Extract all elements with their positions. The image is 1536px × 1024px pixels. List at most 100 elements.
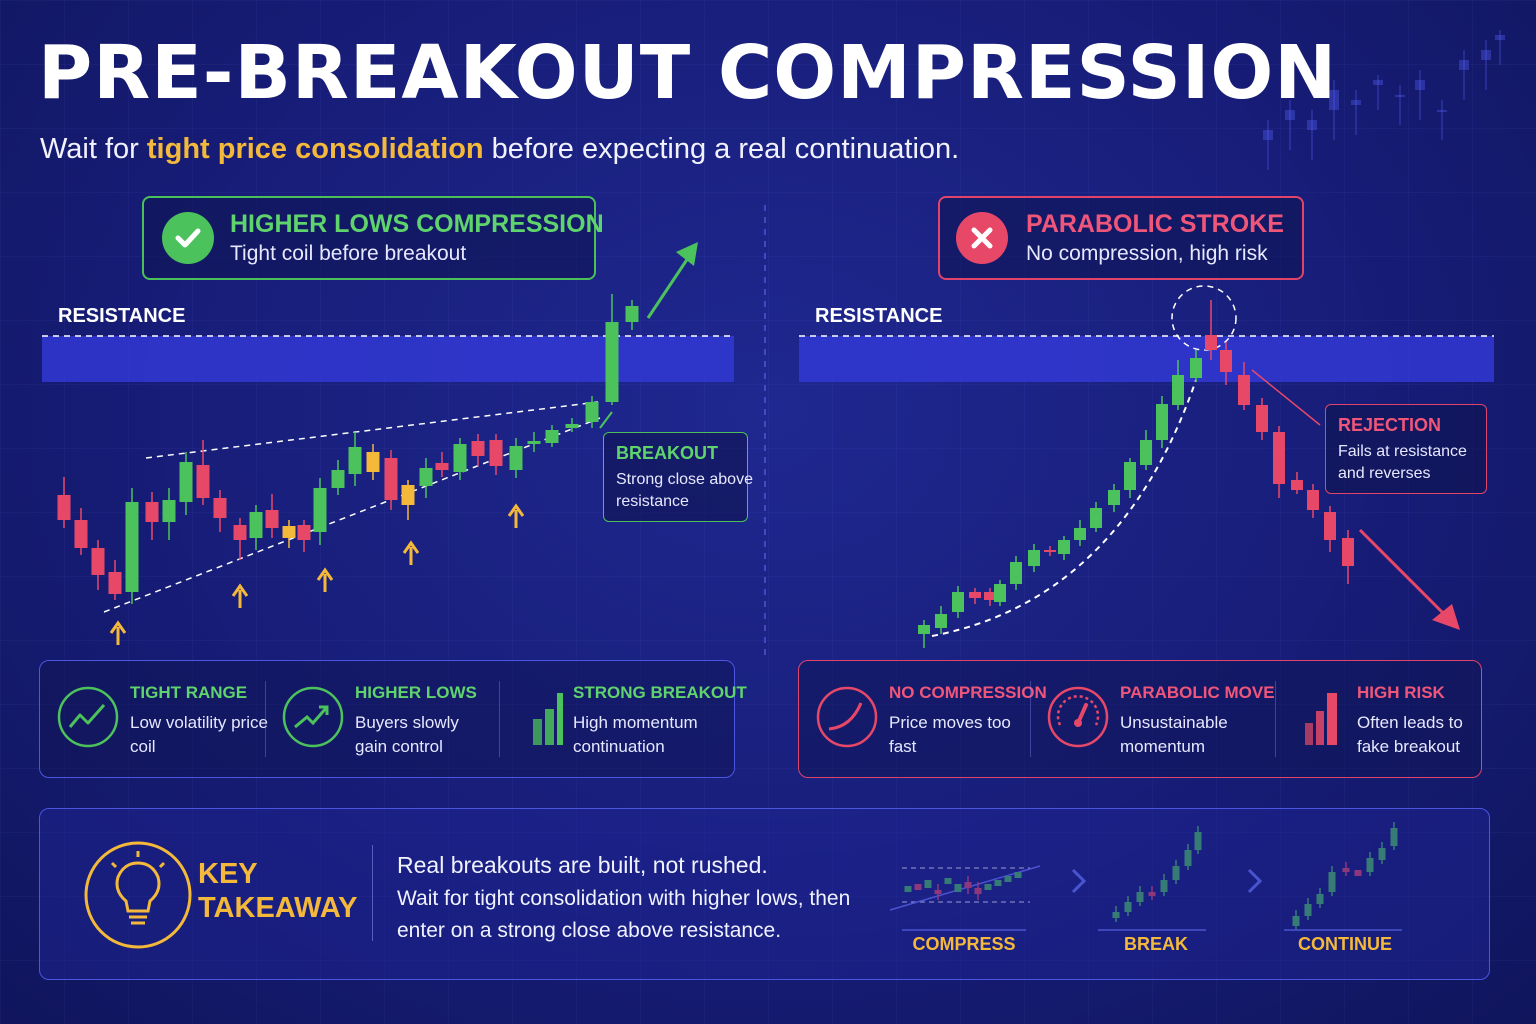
divider <box>1030 681 1031 757</box>
callout-title: BREAKOUT <box>616 443 718 463</box>
candle-left-body <box>401 485 415 505</box>
mini-candle-body <box>1004 876 1012 882</box>
candle-left-body <box>527 441 541 444</box>
candle-left-body <box>366 452 380 472</box>
breakout-pointer <box>599 411 613 429</box>
callout-body: Fails at resistance and reverses <box>1338 443 1467 482</box>
page-subtitle: Wait for tight price consolidation befor… <box>40 133 959 166</box>
trend-circle-icon <box>57 686 119 748</box>
mini-candle-body <box>954 884 962 892</box>
candle-right-body <box>1324 512 1336 540</box>
bg-candle-body <box>1351 100 1361 105</box>
higher-low-arrow <box>231 583 249 608</box>
breakout-arrow-head <box>676 242 698 266</box>
page-title: PRE-BREAKOUT COMPRESSION <box>38 30 1338 116</box>
mini-candle-body <box>924 880 932 888</box>
chevron-right-icon <box>1071 868 1087 894</box>
candle-right-body <box>969 592 981 598</box>
mini-candle-body <box>1184 850 1192 866</box>
mini-candle-body <box>1014 872 1022 878</box>
mini-candle-body <box>1366 858 1374 872</box>
mini-candle-body <box>1160 880 1168 892</box>
mini-candle-body <box>1194 832 1202 850</box>
mini-candle-body <box>974 888 982 894</box>
chevron-right-icon <box>1247 868 1263 894</box>
candle-left-body <box>384 458 398 500</box>
resistance-zone-left <box>42 336 734 382</box>
candle-right-body <box>1238 375 1250 405</box>
candle-left-body <box>585 402 599 422</box>
candle-left-body <box>509 446 523 470</box>
mini-candle-body <box>1148 892 1156 896</box>
candle-right-body <box>1342 538 1354 566</box>
mini-candle-body <box>964 882 972 888</box>
candle-right-body <box>1172 375 1184 405</box>
candle-left-body <box>196 465 210 498</box>
bg-candle-body <box>1307 120 1317 130</box>
candle-left-body <box>565 424 579 428</box>
mini-candle-body <box>1112 912 1120 918</box>
bar-growth-icon <box>533 693 563 745</box>
mini-candle-body <box>1354 870 1362 876</box>
candle-right-body <box>1140 440 1152 465</box>
candle-right-body <box>1058 540 1070 554</box>
breakout-arrow-line <box>646 254 692 319</box>
feature-title: HIGHER LOWS <box>355 683 477 702</box>
candle-right-body <box>1273 432 1285 484</box>
resistance-zone-right <box>799 336 1494 382</box>
bg-candle-body <box>1285 110 1295 120</box>
bg-candle-body <box>1459 60 1469 70</box>
curve-circle-icon <box>816 686 878 748</box>
mini-candle-body <box>984 884 992 890</box>
divider <box>372 845 373 941</box>
takeaway-text: Real breakouts are built, not rushed. Wa… <box>397 849 867 947</box>
step-break-label: BREAK <box>1123 934 1188 954</box>
candle-left-body <box>179 462 193 502</box>
bg-candle-body <box>1481 50 1491 60</box>
higher-lows-badge: HIGHER LOWS COMPRESSION Tight coil befor… <box>142 196 604 280</box>
bg-candle-body <box>1395 95 1405 97</box>
candle-right-body <box>1291 480 1303 490</box>
candle-left-body <box>453 444 467 472</box>
mini-candle-body <box>1304 904 1312 916</box>
candle-left-body <box>419 468 433 486</box>
higher-low-arrow <box>109 620 127 645</box>
callout-title: REJECTION <box>1338 415 1442 435</box>
step-compress-label: COMPRESS <box>912 934 1016 954</box>
mini-candle-body <box>1328 872 1336 892</box>
candle-right-body <box>1124 462 1136 490</box>
candle-right-body <box>1190 358 1202 378</box>
divider <box>499 681 500 757</box>
higher-low-arrow <box>507 503 525 528</box>
uptrend-circle-icon <box>282 686 344 748</box>
mini-candle-body <box>914 884 922 890</box>
candle-left-body <box>331 470 345 488</box>
candle-left-body <box>74 520 88 548</box>
parabolic-features-panel: NO COMPRESSION Price moves too fast PARA… <box>798 660 1482 778</box>
feature-desc: Often leads to fake breakout <box>1357 713 1463 756</box>
feature-desc: Unsustainable momentum <box>1120 713 1228 756</box>
candle-right-body <box>1205 335 1217 350</box>
mini-candle-body <box>1172 866 1180 880</box>
rejection-callout: REJECTION Fails at resistance and revers… <box>1325 404 1487 494</box>
compression-features-panel: TIGHT RANGE Low volatility price coil HI… <box>39 660 747 778</box>
bar-risk-icon <box>1305 693 1337 745</box>
feature-desc: Low volatility price coil <box>130 713 268 756</box>
candle-right-body <box>1090 508 1102 528</box>
candle-right-body <box>1156 404 1168 440</box>
badge-subtitle: Tight coil before breakout <box>230 242 467 265</box>
candle-left-body <box>265 510 279 528</box>
candle-left-body <box>145 502 159 522</box>
candle-left-body <box>282 526 296 538</box>
bg-candle-body <box>1437 110 1447 112</box>
feature-title: TIGHT RANGE <box>130 683 248 702</box>
candle-right-body <box>1028 550 1040 566</box>
candle-right-body <box>1256 405 1268 432</box>
check-icon <box>162 212 214 264</box>
feature-higher-lows: HIGHER LOWS Buyers slowly gain control <box>265 661 499 777</box>
feature-title: STRONG BREAKOUT <box>573 683 747 702</box>
resistance-label-left: RESISTANCE <box>58 305 186 327</box>
bg-candle-body <box>1415 80 1425 90</box>
candle-left-body <box>57 495 71 520</box>
